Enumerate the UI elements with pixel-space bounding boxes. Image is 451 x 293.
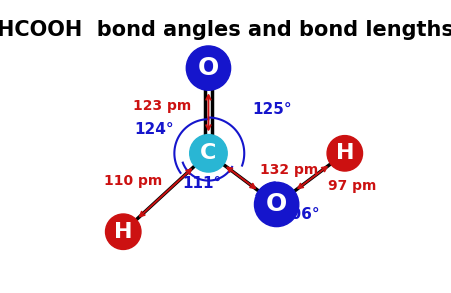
Text: 125°: 125° bbox=[253, 101, 292, 117]
Text: 132 pm: 132 pm bbox=[260, 163, 318, 177]
Text: 97 pm: 97 pm bbox=[328, 179, 376, 193]
Circle shape bbox=[190, 134, 227, 172]
Text: 106°: 106° bbox=[280, 207, 320, 222]
Text: O: O bbox=[198, 56, 219, 80]
Circle shape bbox=[327, 136, 363, 171]
Text: 123 pm: 123 pm bbox=[133, 99, 192, 113]
Text: 111°: 111° bbox=[182, 176, 221, 192]
Circle shape bbox=[106, 214, 141, 249]
Text: H: H bbox=[114, 222, 133, 242]
Text: 110 pm: 110 pm bbox=[104, 173, 163, 188]
Text: HCOOH  bond angles and bond lengths: HCOOH bond angles and bond lengths bbox=[0, 21, 451, 40]
Circle shape bbox=[186, 46, 230, 90]
Text: H: H bbox=[336, 143, 354, 163]
Circle shape bbox=[254, 182, 299, 226]
Text: O: O bbox=[266, 193, 287, 217]
Text: C: C bbox=[200, 143, 216, 163]
Text: 124°: 124° bbox=[134, 122, 174, 137]
